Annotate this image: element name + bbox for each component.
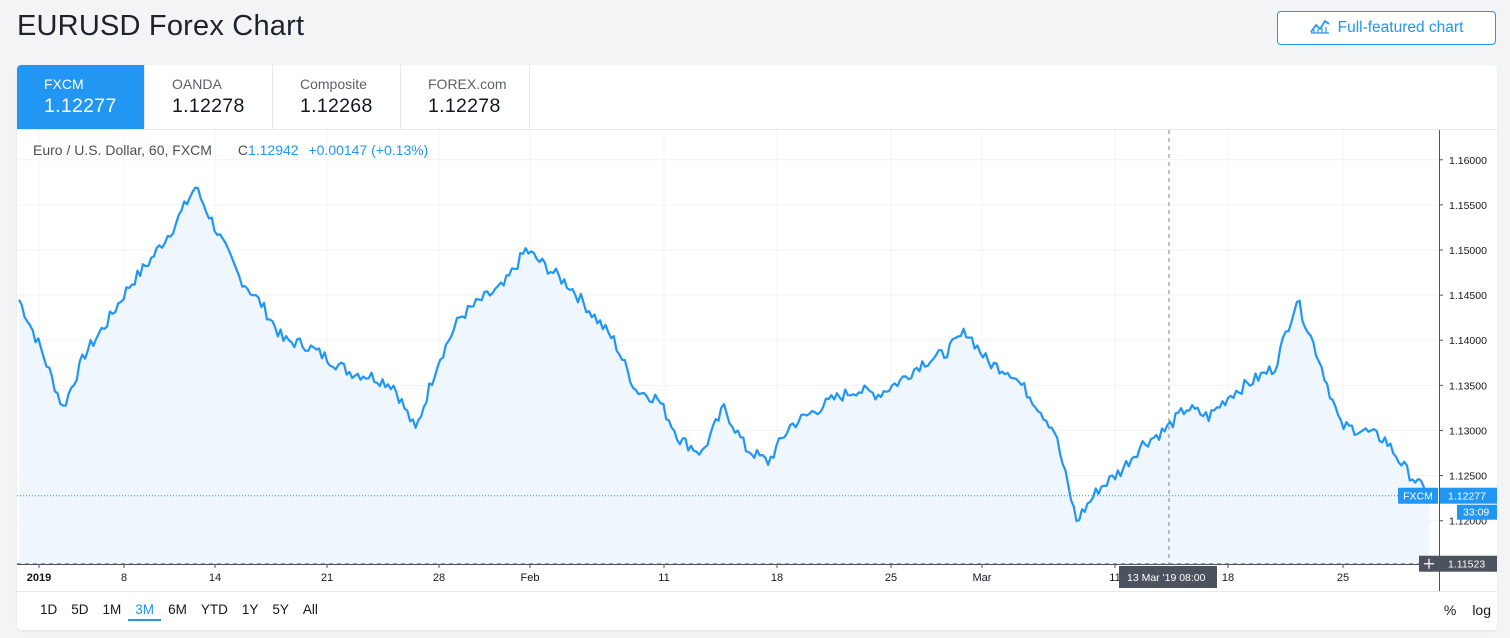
tab-price: 1.12278 bbox=[172, 95, 245, 117]
time-tick-label: 21 bbox=[321, 572, 333, 584]
time-tick-label: 18 bbox=[771, 572, 783, 584]
time-tick-label: 8 bbox=[121, 572, 127, 584]
price-tick-label: 1.16000 bbox=[1449, 155, 1487, 167]
price-tick-label: 1.13500 bbox=[1449, 380, 1487, 392]
change-value: +0.00147 (+0.13%) bbox=[308, 142, 429, 158]
chart-line-icon bbox=[1309, 18, 1330, 39]
countdown-value: 33:09 bbox=[1463, 507, 1489, 519]
range-button-all[interactable]: All bbox=[302, 602, 318, 617]
range-button-3m[interactable]: 3M bbox=[128, 602, 162, 621]
tab-composite[interactable]: Composite 1.12268 bbox=[273, 65, 401, 129]
tab-name: FOREX.com bbox=[428, 76, 507, 92]
crosshair-price-value: 1.11523 bbox=[1448, 559, 1485, 571]
time-tick-label: 11 bbox=[1109, 572, 1120, 584]
full-featured-chart-button[interactable]: Full-featured chart bbox=[1277, 11, 1496, 45]
close-prefix: C bbox=[237, 142, 248, 158]
time-tick-label: 25 bbox=[1337, 572, 1349, 584]
close-value: 1.12942 bbox=[247, 142, 299, 158]
price-area bbox=[19, 187, 1429, 564]
percent-scale-toggle[interactable]: % bbox=[1443, 602, 1457, 618]
symbol-description: Euro / U.S. Dollar, 60, FXCM bbox=[33, 142, 212, 158]
tab-oanda[interactable]: OANDA 1.12278 bbox=[145, 65, 273, 129]
tab-price: 1.12277 bbox=[44, 95, 117, 117]
range-button-5d[interactable]: 5D bbox=[71, 602, 89, 617]
price-line bbox=[18, 186, 1430, 523]
time-tick-label: 28 bbox=[433, 572, 445, 584]
scale-options: % log bbox=[1444, 602, 1491, 618]
range-button-1m[interactable]: 1M bbox=[102, 602, 122, 617]
price-tick-label: 1.14500 bbox=[1449, 290, 1487, 302]
range-button-6m[interactable]: 6M bbox=[168, 602, 187, 617]
tab-price: 1.12278 bbox=[428, 95, 501, 117]
range-button-1d[interactable]: 1D bbox=[40, 602, 58, 617]
chart-legend: Euro / U.S. Dollar, 60, FXCM C1.12942 +0… bbox=[33, 142, 428, 158]
time-tick-label: 2019 bbox=[27, 572, 51, 584]
crosshair-time-badge bbox=[1119, 566, 1217, 588]
range-selector: 1D 5D 1M 3M 6M YTD 1Y 5Y All bbox=[33, 602, 325, 621]
price-tick-label: 1.15500 bbox=[1449, 200, 1487, 212]
last-price-value: 1.12277 bbox=[1448, 491, 1486, 503]
tab-divider bbox=[17, 129, 1497, 130]
time-tick-label: 25 bbox=[885, 572, 897, 584]
range-button-1y[interactable]: 1Y bbox=[241, 602, 259, 617]
tab-forex-com[interactable]: FOREX.com 1.12278 bbox=[401, 65, 530, 129]
tab-name: OANDA bbox=[172, 76, 222, 92]
tab-name: Composite bbox=[300, 76, 367, 92]
time-tick-label: 11 bbox=[658, 572, 669, 584]
last-price-exchange-badge bbox=[1398, 487, 1438, 504]
chart-card: FXCM 1.12277 OANDA 1.12278 Composite 1.1… bbox=[17, 65, 1497, 630]
last-price-badge bbox=[1440, 487, 1497, 504]
price-chart[interactable]: 1.16000 1.15500 1.15000 1.14500 1.14000 1.135… bbox=[17, 65, 1497, 630]
price-tick-label: 1.14000 bbox=[1449, 335, 1487, 347]
tab-price: 1.12268 bbox=[300, 95, 373, 117]
time-tick-label: Feb bbox=[521, 572, 540, 584]
price-tick-label: 1.13000 bbox=[1449, 425, 1487, 437]
log-scale-toggle[interactable]: log bbox=[1472, 602, 1491, 618]
time-tick-label: 14 bbox=[209, 572, 221, 584]
price-tick-label: 1.15000 bbox=[1449, 245, 1487, 257]
last-price-exchange-label: FXCM bbox=[1403, 491, 1433, 503]
countdown-badge bbox=[1457, 504, 1497, 520]
page-title: EURUSD Forex Chart bbox=[17, 10, 305, 42]
range-button-ytd[interactable]: YTD bbox=[200, 602, 228, 617]
exchange-tabs: FXCM 1.12277 OANDA 1.12278 Composite 1.1… bbox=[17, 65, 530, 129]
tab-fxcm[interactable]: FXCM 1.12277 bbox=[17, 65, 145, 129]
price-tick-label: 1.12500 bbox=[1449, 471, 1487, 483]
crosshair-price-badge bbox=[1440, 555, 1497, 572]
time-tick-label: 18 bbox=[1222, 572, 1234, 584]
range-button-5y[interactable]: 5Y bbox=[272, 602, 289, 617]
full-featured-chart-label: Full-featured chart bbox=[1337, 19, 1464, 36]
time-tick-label: Mar bbox=[973, 572, 992, 584]
tab-name: FXCM bbox=[44, 76, 84, 92]
crosshair-time-value: 13 Mar '19 08:00 bbox=[1127, 572, 1206, 584]
